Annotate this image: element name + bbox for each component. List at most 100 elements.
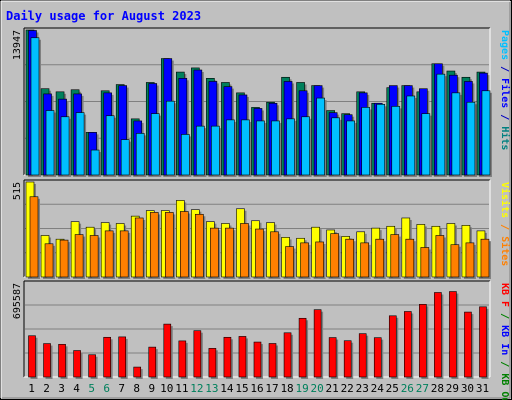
bar-pages-day-17 xyxy=(271,120,280,176)
bar-sites-day-31 xyxy=(480,238,490,278)
x-tick-label-30: 30 xyxy=(461,382,474,395)
x-tick-label-7: 7 xyxy=(118,382,125,395)
bar-kbf-day-13 xyxy=(208,348,217,378)
legend-part: / xyxy=(499,355,510,373)
bar-kbf-day-18 xyxy=(283,332,292,378)
bar-sites-day-2 xyxy=(44,243,54,278)
bar-pages-day-20 xyxy=(316,97,325,176)
legend-part: Sites xyxy=(499,236,511,266)
bar-kbf-day-6 xyxy=(103,336,111,378)
bar-sites-day-23 xyxy=(360,242,370,278)
x-tick-label-1: 1 xyxy=(28,382,35,395)
bar-pages-day-24 xyxy=(376,104,386,176)
bar-sites-day-8 xyxy=(134,217,144,278)
bar-sites-day-10 xyxy=(164,212,174,278)
bar-pages-day-10 xyxy=(165,100,175,176)
bar-kbf-day-29 xyxy=(449,291,457,378)
x-tick-label-19: 19 xyxy=(295,382,308,395)
x-tick-label-29: 29 xyxy=(446,382,459,395)
bar-kbf-day-15 xyxy=(238,336,247,378)
x-tick-label-14: 14 xyxy=(220,382,234,395)
x-tick-label-18: 18 xyxy=(280,382,293,395)
bar-kbf-day-22 xyxy=(343,340,352,378)
x-tick-label-10: 10 xyxy=(160,382,173,395)
axis-legend-bottom: KB F / KB In / KB Out xyxy=(499,283,510,400)
legend-part: Hits xyxy=(499,126,511,150)
bar-kbf-day-21 xyxy=(328,337,337,378)
bar-pages-day-8 xyxy=(135,133,145,176)
bar-sites-day-17 xyxy=(270,231,279,278)
bar-kbf-day-5 xyxy=(88,354,96,378)
x-tick-label-4: 4 xyxy=(73,382,80,395)
bar-pages-day-28 xyxy=(436,73,446,176)
bar-sites-day-1 xyxy=(29,196,39,278)
x-tick-label-6: 6 xyxy=(103,382,110,395)
legend-part: Files xyxy=(499,78,511,108)
bar-pages-day-18 xyxy=(286,118,295,176)
bar-pages-day-19 xyxy=(301,116,310,176)
legend-part: Visits xyxy=(499,182,511,218)
legend-part: / xyxy=(499,108,510,126)
bar-kbf-day-30 xyxy=(464,311,472,378)
bar-sites-day-24 xyxy=(375,238,385,278)
bar-kbf-day-11 xyxy=(178,340,187,378)
bar-pages-day-30 xyxy=(466,101,476,176)
x-tick-label-25: 25 xyxy=(386,382,399,395)
bar-kbf-day-31 xyxy=(479,306,487,378)
bar-sites-day-16 xyxy=(255,228,264,278)
bar-sites-day-5 xyxy=(89,235,99,278)
x-tick-label-23: 23 xyxy=(356,382,369,395)
bar-kbf-day-7 xyxy=(118,336,126,378)
x-tick-label-5: 5 xyxy=(88,382,95,395)
bar-kbf-day-25 xyxy=(388,315,397,378)
bar-pages-day-4 xyxy=(75,112,85,176)
bar-kbf-day-26 xyxy=(404,311,412,378)
bar-sites-day-14 xyxy=(225,227,234,278)
bar-pages-day-31 xyxy=(481,90,491,176)
x-tick-label-15: 15 xyxy=(235,382,248,395)
bar-pages-day-21 xyxy=(331,117,340,176)
bar-sites-day-4 xyxy=(74,234,84,278)
bar-kbf-day-10 xyxy=(163,323,172,378)
bar-kbf-day-14 xyxy=(223,336,232,378)
legend-part: KB In xyxy=(499,325,510,355)
bar-pages-day-22 xyxy=(346,120,355,176)
chart-title: Daily usage for August 2023 xyxy=(6,9,201,23)
legend-part: / xyxy=(499,218,510,236)
bar-pages-day-6 xyxy=(105,115,115,176)
x-tick-label-11: 11 xyxy=(175,382,188,395)
x-tick-label-22: 22 xyxy=(341,382,354,395)
bar-sites-day-7 xyxy=(119,230,129,278)
bar-pages-day-29 xyxy=(451,92,461,176)
bar-kbf-day-3 xyxy=(58,344,66,378)
bar-sites-day-20 xyxy=(315,241,324,278)
bar-pages-day-11 xyxy=(181,134,190,176)
bar-kbf-day-4 xyxy=(73,350,81,378)
bar-pages-day-25 xyxy=(391,106,401,176)
bar-sites-day-27 xyxy=(420,247,430,278)
x-tick-label-16: 16 xyxy=(250,382,263,395)
legend-part: Pages xyxy=(499,30,510,60)
bar-kbf-day-1 xyxy=(28,335,36,378)
legend-part: / xyxy=(499,307,510,325)
bar-kbf-day-12 xyxy=(193,330,202,378)
bar-sites-day-3 xyxy=(59,239,69,278)
bar-pages-day-5 xyxy=(90,149,100,176)
bar-kbf-day-23 xyxy=(358,333,367,378)
bar-pages-day-3 xyxy=(60,116,70,176)
x-tick-label-21: 21 xyxy=(326,382,339,395)
bar-sites-day-25 xyxy=(390,234,400,278)
bar-kbf-day-17 xyxy=(268,343,277,378)
x-tick-label-3: 3 xyxy=(58,382,65,395)
bar-sites-day-12 xyxy=(195,213,204,278)
bar-kbf-day-9 xyxy=(148,346,157,378)
bar-sites-day-9 xyxy=(149,212,159,278)
y-max-label: 515 xyxy=(12,182,23,200)
x-tick-label-9: 9 xyxy=(148,382,155,395)
x-tick-label-17: 17 xyxy=(265,382,278,395)
bar-pages-day-1 xyxy=(30,37,40,176)
bar-pages-day-14 xyxy=(226,119,235,176)
bar-kbf-day-27 xyxy=(419,304,427,378)
x-tick-label-8: 8 xyxy=(133,382,140,395)
